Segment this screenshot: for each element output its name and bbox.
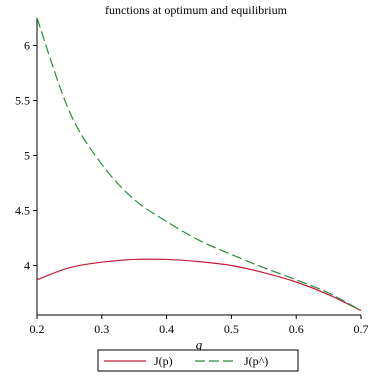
y-tick-label: 5.5 xyxy=(15,94,30,108)
x-tick-label: 0.5 xyxy=(224,322,239,336)
y-ticks: 4 4.5 5 5.5 6 xyxy=(15,39,37,273)
x-ticks: 0.2 0.3 0.4 0.5 0.6 0.7 xyxy=(30,315,368,336)
y-tick-label: 6 xyxy=(24,39,30,53)
series-line-j-p xyxy=(36,258,362,312)
legend-label-j-p: J(p) xyxy=(154,354,173,368)
y-tick-label: 4 xyxy=(24,259,30,273)
legend-label-j-p-hat: J(p^) xyxy=(244,354,268,368)
x-tick-label: 0.7 xyxy=(354,322,368,336)
x-tick-label: 0.2 xyxy=(30,322,45,336)
legend: J(p) J(p^) xyxy=(97,349,299,372)
x-tick-label: 0.6 xyxy=(289,322,304,336)
x-tick-label: 0.4 xyxy=(159,322,174,336)
x-axis-label: q xyxy=(196,337,203,352)
y-tick-label: 4.5 xyxy=(15,204,30,218)
series-line-j-p-hat xyxy=(36,17,362,312)
x-tick-label: 0.3 xyxy=(94,322,109,336)
plot-area: 0.2 0.3 0.4 0.5 0.6 0.7 4 4.5 5 5.5 6 xyxy=(15,17,368,336)
chart-title: functions at optimum and equilibrium xyxy=(105,3,288,17)
series-layer xyxy=(36,17,362,312)
y-tick-label: 5 xyxy=(24,149,30,163)
